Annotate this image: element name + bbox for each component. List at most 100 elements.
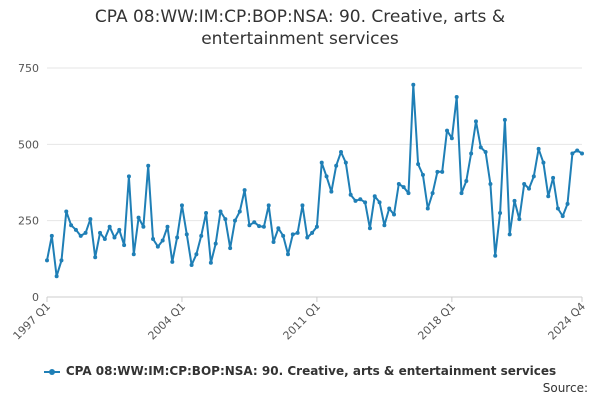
data-point	[464, 178, 469, 183]
data-point	[445, 128, 450, 133]
data-point	[199, 233, 204, 238]
data-point	[83, 230, 88, 235]
data-point	[160, 238, 165, 243]
data-point	[141, 224, 146, 229]
data-point	[285, 252, 290, 257]
data-point	[122, 243, 127, 248]
y-tick-label-250: 250	[18, 215, 39, 228]
data-point	[522, 182, 527, 187]
x-tick-label-1997-Q1: 1997 Q1	[11, 300, 54, 343]
data-point	[228, 246, 233, 251]
data-point	[54, 274, 59, 279]
data-point	[396, 182, 401, 187]
data-point	[531, 174, 536, 179]
data-point	[49, 233, 54, 238]
legend[interactable]: CPA 08:WW:IM:CP:BOP:NSA: 90. Creative, a…	[0, 364, 600, 378]
data-point	[541, 160, 546, 165]
data-point	[401, 185, 406, 190]
data-point	[73, 227, 78, 232]
data-point	[266, 203, 271, 208]
data-point	[435, 169, 440, 174]
data-point	[189, 262, 194, 267]
data-point	[223, 217, 228, 222]
data-point	[314, 224, 319, 229]
data-point	[478, 145, 483, 150]
data-point	[107, 224, 112, 229]
data-point	[179, 203, 184, 208]
data-point	[232, 218, 237, 223]
data-point	[131, 252, 136, 257]
legend-series-marker	[43, 368, 60, 375]
data-point	[252, 220, 257, 225]
data-point	[358, 197, 363, 202]
data-point	[449, 136, 454, 141]
data-point	[310, 230, 315, 235]
data-point	[536, 146, 541, 151]
data-point	[546, 194, 551, 199]
data-point	[555, 206, 560, 211]
y-tick-label-500: 500	[18, 138, 39, 151]
data-point	[204, 211, 209, 216]
data-point	[580, 151, 584, 156]
data-point	[117, 227, 122, 232]
data-point	[247, 223, 252, 228]
data-point	[271, 240, 276, 245]
data-point	[98, 230, 103, 235]
y-tick-label-750: 750	[18, 62, 39, 75]
data-point	[290, 232, 295, 237]
data-point	[281, 233, 286, 238]
legend-series-label: CPA 08:WW:IM:CP:BOP:NSA: 90. Creative, a…	[65, 364, 557, 378]
x-tick-label-2024-Q4: 2024 Q4	[546, 300, 589, 343]
data-point	[261, 224, 266, 229]
data-point	[353, 198, 358, 203]
data-point	[334, 163, 339, 168]
chart-title-line2: entertainment services	[201, 29, 399, 49]
data-point	[136, 215, 141, 220]
data-point	[502, 117, 507, 122]
data-point	[155, 244, 160, 249]
data-point	[184, 232, 189, 237]
data-point	[512, 198, 517, 203]
data-point	[416, 162, 421, 167]
data-point	[165, 224, 170, 229]
data-point	[348, 192, 353, 197]
data-point	[454, 95, 459, 100]
data-point	[45, 258, 49, 263]
chart-title-line1: CPA 08:WW:IM:CP:BOP:NSA: 90. Creative, a…	[94, 7, 506, 27]
data-point	[430, 191, 435, 196]
data-point	[295, 230, 300, 235]
data-point	[319, 160, 324, 165]
data-point	[372, 194, 377, 199]
data-point	[78, 233, 83, 238]
data-point	[64, 209, 69, 214]
data-point	[208, 260, 213, 265]
series-line	[46, 83, 583, 278]
data-point	[387, 206, 392, 211]
data-point	[498, 211, 503, 216]
data-point	[425, 206, 430, 211]
data-point	[382, 223, 387, 228]
data-point	[420, 172, 425, 177]
data-point	[213, 241, 218, 246]
data-point	[329, 189, 334, 194]
data-point	[493, 253, 498, 258]
x-tick-label-2004-Q1: 2004 Q1	[146, 300, 189, 343]
data-point	[570, 151, 575, 156]
data-point	[59, 258, 64, 263]
data-point	[507, 232, 512, 237]
data-point	[112, 235, 117, 240]
data-point	[488, 182, 493, 187]
x-tick-label-2018-Q1: 2018 Q1	[415, 300, 458, 343]
data-point	[126, 174, 131, 179]
data-point	[276, 226, 281, 231]
chart-title: CPA 08:WW:IM:CP:BOP:NSA: 90. Creative, a…	[0, 6, 600, 50]
data-point	[406, 191, 411, 196]
data-point	[392, 212, 397, 217]
data-point	[440, 169, 445, 174]
data-point	[242, 188, 247, 193]
data-point	[194, 252, 199, 257]
data-point	[551, 175, 556, 180]
data-point	[151, 236, 156, 241]
data-point	[343, 160, 348, 165]
